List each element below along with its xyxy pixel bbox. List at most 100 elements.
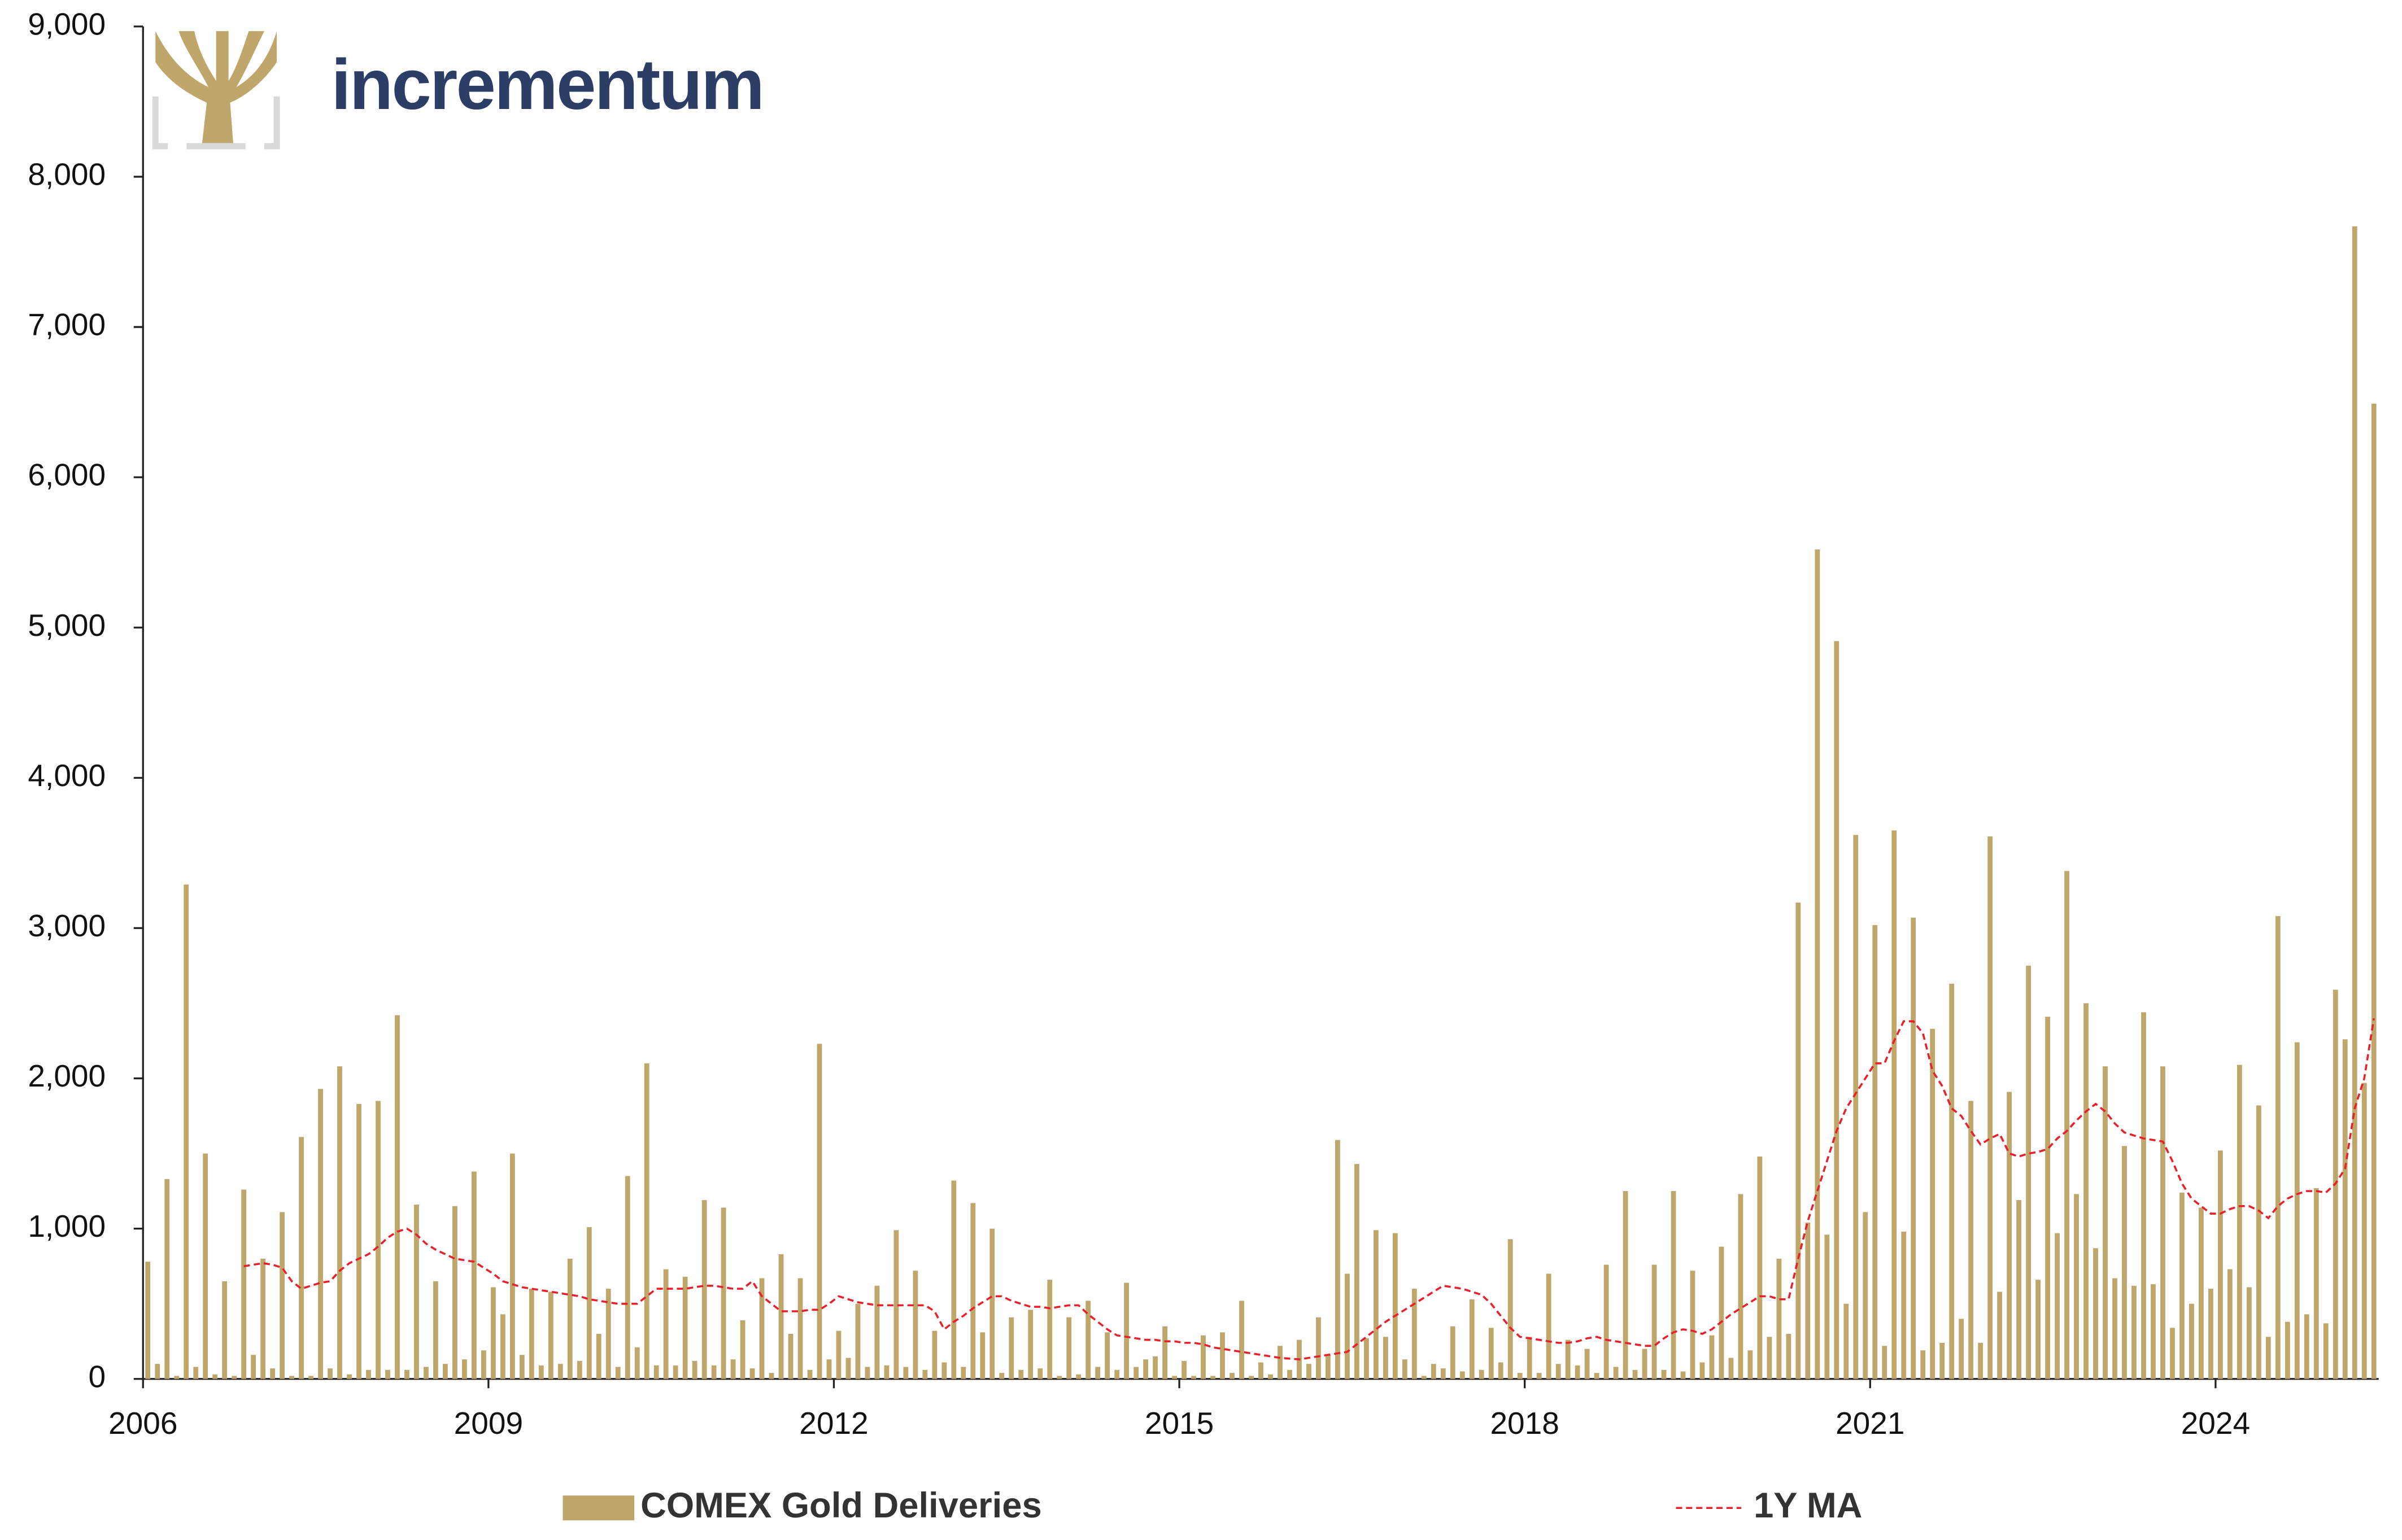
bar <box>2055 1233 2060 1379</box>
bar <box>280 1212 285 1379</box>
bar <box>1191 1376 1196 1379</box>
x-tick-label: 2018 <box>1490 1406 1559 1441</box>
bar <box>1037 1368 1043 1379</box>
bar <box>1987 836 1993 1379</box>
bar <box>1901 1231 1907 1379</box>
bar <box>1805 1223 1811 1379</box>
bar <box>509 1153 515 1379</box>
bar <box>913 1271 918 1379</box>
bar <box>1440 1368 1446 1379</box>
bar <box>1344 1273 1350 1379</box>
bar <box>865 1367 870 1379</box>
bar <box>682 1276 688 1379</box>
bar <box>538 1365 544 1379</box>
bar <box>730 1359 736 1379</box>
bar <box>634 1347 640 1379</box>
logo-icon <box>155 31 277 143</box>
bar <box>1728 1358 1734 1379</box>
bar <box>1699 1362 1705 1379</box>
bar <box>1134 1367 1139 1379</box>
bar <box>1383 1337 1388 1379</box>
bar <box>1009 1317 1014 1379</box>
x-tick-label: 2006 <box>108 1406 177 1441</box>
bar <box>1105 1332 1110 1379</box>
bar <box>1018 1369 1024 1379</box>
bar <box>1268 1374 1273 1379</box>
bar <box>961 1367 966 1379</box>
bar <box>1066 1317 1072 1379</box>
legend-label: 1Y MA <box>1754 1486 1862 1525</box>
bar <box>1978 1342 1983 1379</box>
x-tick-label: 2009 <box>454 1406 523 1441</box>
bar <box>2285 1321 2290 1379</box>
bar <box>1891 830 1897 1379</box>
bar <box>2151 1284 2156 1379</box>
bar <box>855 1303 861 1379</box>
bar <box>1411 1289 1417 1379</box>
bar <box>222 1281 228 1379</box>
bar <box>644 1063 649 1379</box>
bar <box>2016 1200 2022 1379</box>
bar <box>308 1376 313 1379</box>
bar <box>1498 1362 1503 1379</box>
legend-swatch <box>563 1495 635 1521</box>
bar <box>1671 1191 1676 1379</box>
bar <box>1911 917 1916 1379</box>
bar <box>1536 1373 1542 1379</box>
bar <box>471 1171 477 1379</box>
bar <box>2035 1280 2041 1379</box>
bar <box>1863 1212 1868 1379</box>
bar <box>721 1207 726 1379</box>
bar <box>212 1374 218 1379</box>
bar <box>1402 1359 1407 1379</box>
bar <box>1517 1373 1523 1379</box>
bar <box>2083 1003 2089 1379</box>
bar <box>1335 1140 1340 1379</box>
bar <box>1623 1191 1628 1379</box>
bar <box>2371 403 2377 1379</box>
bar <box>1306 1364 1311 1379</box>
bar <box>1086 1301 1091 1379</box>
y-tick-label: 3,000 <box>28 908 106 943</box>
bar <box>970 1203 976 1379</box>
bar <box>2199 1207 2204 1379</box>
y-tick-label: 7,000 <box>28 307 106 342</box>
y-tick-label: 0 <box>89 1359 106 1394</box>
bar <box>740 1320 746 1379</box>
bar <box>184 884 189 1379</box>
bar <box>1930 1028 1935 1379</box>
bar <box>424 1367 429 1379</box>
bar <box>1565 1340 1571 1379</box>
bar <box>2141 1012 2146 1379</box>
bar <box>1661 1369 1667 1379</box>
bar <box>701 1200 707 1379</box>
y-tick-label: 2,000 <box>28 1058 106 1093</box>
bar <box>1239 1301 1244 1379</box>
bar <box>980 1332 986 1379</box>
bar <box>797 1278 803 1379</box>
legend: COMEX Gold Deliveries 1Y MA <box>563 1486 1862 1525</box>
bar <box>874 1285 880 1379</box>
bar <box>663 1269 669 1379</box>
bar <box>203 1153 208 1379</box>
bar <box>999 1373 1005 1379</box>
bar <box>1507 1239 1513 1379</box>
bar <box>529 1289 534 1379</box>
bar <box>1354 1164 1359 1379</box>
bar <box>1373 1230 1379 1379</box>
bar <box>817 1044 822 1379</box>
bar <box>1555 1364 1561 1379</box>
x-tick-label: 2021 <box>1836 1406 1904 1441</box>
bar <box>1920 1350 1926 1379</box>
bar <box>404 1369 409 1379</box>
bar <box>174 1376 180 1379</box>
bar <box>2007 1092 2012 1379</box>
bar <box>2179 1192 2185 1379</box>
bar <box>1459 1371 1465 1379</box>
bar <box>481 1350 486 1379</box>
bar <box>673 1365 678 1379</box>
bar <box>1114 1369 1120 1379</box>
bar <box>1786 1333 1791 1379</box>
bar <box>2275 916 2281 1379</box>
bar <box>1230 1373 1235 1379</box>
